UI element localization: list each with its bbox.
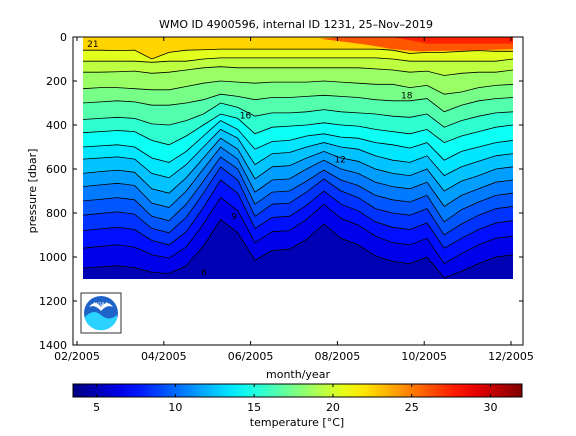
x-tick-label-0: 02/2005 (54, 350, 100, 363)
noaa-logo: NOAA (80, 292, 122, 334)
plot-frame (72, 36, 524, 346)
isotherm-18 (83, 80, 513, 95)
colorbar-gradient (72, 383, 523, 398)
x-axis-title: month/year (266, 368, 330, 381)
colorbar: 5 10 15 20 25 30 (72, 383, 523, 414)
y-tick-label-1400: 1400 (39, 339, 67, 352)
isotherm-lines (83, 48, 513, 279)
isotherm-17 (83, 93, 513, 113)
isotherm-14 (83, 120, 513, 163)
x-tick-label-2: 06/2005 (228, 350, 274, 363)
plot-title: WMO ID 4900596, internal ID 1231, 25–Nov… (159, 18, 433, 31)
y-axis: 0 200 400 600 800 1000 1200 1400 (39, 31, 523, 352)
isotherm-label-18: 18 (401, 92, 413, 102)
isotherm-9 (83, 166, 513, 236)
warm-surface-core (392, 37, 513, 44)
colorbar-tick-label-20: 20 (326, 401, 340, 414)
y-tick-label-1200: 1200 (39, 295, 67, 308)
y-tick-label-400: 400 (46, 119, 67, 132)
isotherm-8 (83, 179, 513, 249)
y-tick-label-0: 0 (60, 31, 67, 44)
x-tick-label-1: 04/2005 (141, 350, 187, 363)
isotherm-10 (83, 156, 513, 223)
isotherm-6 (83, 219, 513, 279)
isotherm-13 (83, 128, 513, 179)
noaa-logo-wave-icon (85, 311, 117, 331)
isotherm-labels: 21 18 16 12 9 6 (87, 40, 413, 279)
isotherm-11 (83, 146, 513, 208)
x-tick-label-4: 10/2005 (401, 350, 447, 363)
isotherm-21 (83, 48, 513, 60)
isotherm-7 (83, 197, 513, 265)
warm-surface-layer (319, 37, 513, 52)
noaa-logo-gull-icon (89, 303, 113, 311)
y-tick-label-200: 200 (46, 75, 67, 88)
isotherm-label-12: 12 (334, 155, 345, 165)
x-tick-label-3: 08/2005 (315, 350, 361, 363)
x-axis: 02/2005 04/2005 06/2005 08/2005 10/2005 12/20… (54, 37, 534, 363)
isotherm-12 (83, 137, 513, 194)
isotherm-label-9: 9 (231, 213, 237, 223)
colorbar-tick-label-30: 30 (483, 401, 497, 414)
x-tick-label-5: 12/2005 (488, 350, 534, 363)
colorbar-tick-label-15: 15 (247, 401, 261, 414)
y-tick-label-600: 600 (46, 163, 67, 176)
colorbar-tick-label-10: 10 (168, 401, 182, 414)
isotherm-label-21: 21 (87, 40, 98, 50)
y-tick-label-800: 800 (46, 207, 67, 220)
isotherm-label-6: 6 (201, 269, 207, 279)
isotherm-label-16: 16 (240, 111, 252, 121)
isotherm-20 (83, 57, 513, 63)
temperature-bands (83, 37, 513, 279)
isotherm-15 (83, 113, 513, 146)
colorbar-tick-label-5: 5 (93, 401, 100, 414)
isotherm-19 (83, 66, 513, 76)
colorbar-tick-label-25: 25 (405, 401, 419, 414)
y-axis-title: pressure [dbar] (26, 149, 39, 234)
noaa-logo-text: NOAA (94, 302, 109, 308)
isotherm-16 (83, 102, 513, 128)
y-tick-label-1000: 1000 (39, 251, 67, 264)
colorbar-title: temperature [°C] (250, 416, 344, 429)
